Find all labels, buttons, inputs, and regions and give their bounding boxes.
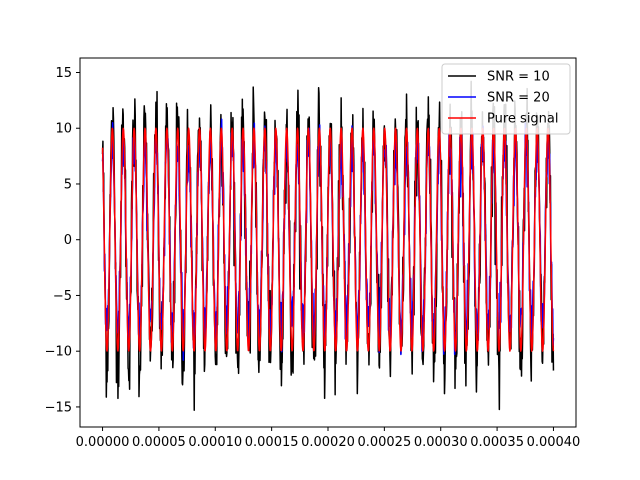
x-tick-label: 0.00020	[301, 435, 355, 450]
x-tick-label: 0.00030	[414, 435, 468, 450]
y-tick-label: 0	[64, 233, 72, 248]
x-tick-label: 0.00000	[76, 435, 130, 450]
y-tick-label: −15	[45, 400, 72, 415]
legend-label: Pure signal	[487, 112, 559, 127]
x-axis: 0.00000 0.00005 0.00010 0.00015 0.00020 0.000…	[76, 427, 581, 450]
legend-box	[441, 63, 571, 135]
y-axis: −15 −10 −5 0 5 10 15	[45, 66, 80, 415]
x-tick-label: 0.00025	[357, 435, 411, 450]
x-tick-label: 0.00010	[188, 435, 242, 450]
x-tick-label: 0.00035	[470, 435, 524, 450]
legend-label: SNR = 20	[487, 91, 550, 106]
y-tick-label: −10	[45, 345, 72, 360]
legend: SNR = 10 SNR = 20 Pure signal	[441, 63, 571, 135]
y-tick-label: 15	[55, 66, 72, 81]
y-tick-label: 10	[55, 122, 72, 137]
y-tick-label: 5	[64, 177, 72, 192]
plot-area	[101, 80, 555, 412]
legend-label: SNR = 10	[487, 70, 550, 85]
y-tick-label: −5	[53, 289, 72, 304]
x-tick-label: 0.00005	[132, 435, 186, 450]
series-line-3	[101, 127, 555, 352]
x-tick-label: 0.00015	[245, 435, 299, 450]
x-tick-label: 0.00040	[527, 435, 581, 450]
